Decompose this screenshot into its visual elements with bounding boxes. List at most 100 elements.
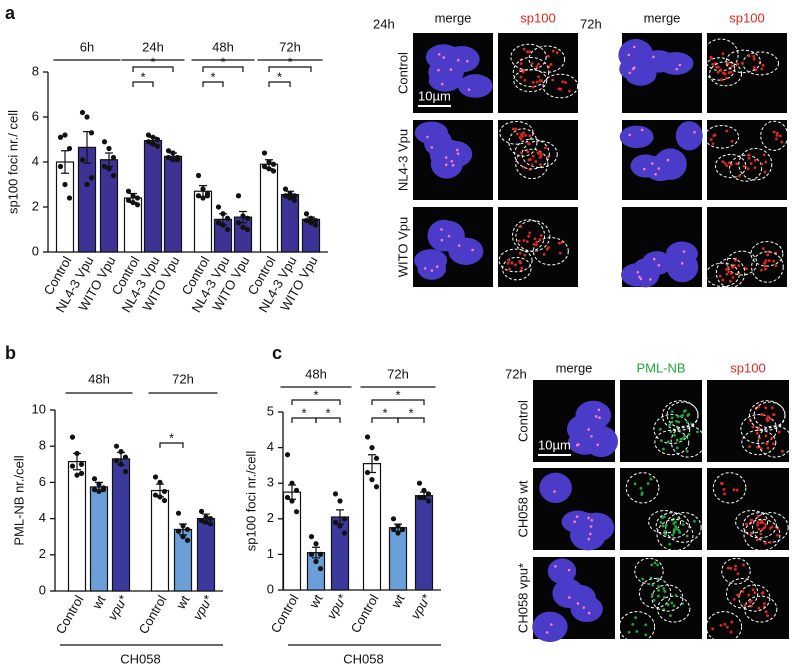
nucleus-outline [654, 429, 690, 456]
focus [511, 127, 515, 131]
data-point [270, 161, 277, 167]
data-point [78, 470, 85, 476]
focus [440, 238, 444, 242]
focus [528, 231, 532, 235]
focus [654, 172, 657, 176]
data-point [180, 523, 186, 529]
nucleus-outline [760, 120, 789, 151]
significance-label: * [395, 387, 400, 402]
focus [589, 525, 593, 528]
focus [737, 264, 741, 268]
focus [675, 67, 679, 71]
focus [752, 54, 756, 58]
focus [754, 68, 758, 72]
focus [767, 259, 771, 262]
focus [724, 76, 728, 80]
focus [764, 406, 768, 410]
data-point [113, 443, 120, 449]
focus [539, 163, 542, 166]
focus [674, 594, 678, 597]
nucleus-outline [725, 578, 759, 609]
data-point [62, 181, 68, 188]
y-tick-label: 4 [267, 439, 274, 454]
focus [733, 568, 737, 571]
focus [457, 244, 461, 247]
focus [558, 251, 562, 255]
focus [444, 163, 448, 167]
data-point [130, 193, 136, 199]
x-tick-label: wt [388, 591, 408, 611]
focus [715, 65, 719, 69]
data-point [416, 480, 423, 486]
y-tick-label: 0 [267, 581, 274, 596]
focus [687, 433, 691, 436]
nucleus-outline [741, 429, 777, 456]
nucleus [547, 558, 577, 584]
significance-bracket [397, 417, 425, 423]
nucleus-outline [510, 43, 547, 71]
micrograph-content [705, 557, 778, 643]
row-label: WITO Vpu [395, 217, 410, 277]
nucleus-outline [508, 128, 538, 157]
focus [775, 131, 779, 135]
focus [686, 414, 690, 417]
data-point [125, 188, 132, 194]
focus [723, 492, 726, 496]
bar [196, 517, 216, 592]
focus [763, 170, 767, 174]
focus [597, 408, 601, 412]
focus [721, 52, 725, 56]
nucleus [552, 578, 584, 608]
focus [640, 491, 644, 495]
focus [757, 426, 761, 430]
data-point [341, 530, 348, 536]
data-point [150, 141, 156, 147]
focus [725, 129, 729, 133]
focus [559, 87, 563, 91]
focus [527, 234, 531, 238]
focus [519, 137, 523, 141]
nucleus-outline [655, 512, 690, 539]
data-point [110, 172, 117, 179]
focus [729, 162, 733, 166]
focus [567, 568, 571, 572]
focus [522, 239, 526, 242]
focus [663, 529, 667, 533]
data-point [57, 163, 64, 170]
focus [646, 482, 650, 485]
error-bar [61, 150, 69, 174]
focus [711, 627, 715, 631]
data-point [204, 193, 211, 199]
nucleus [428, 69, 462, 92]
focus [719, 68, 723, 72]
y-tick-label: 0 [32, 243, 39, 258]
focus [761, 527, 765, 531]
focus [675, 446, 679, 450]
focus [530, 163, 534, 167]
nucleus [580, 402, 612, 428]
micrograph-content [653, 400, 706, 458]
y-tick-label: 8 [32, 63, 39, 78]
focus [426, 135, 429, 139]
focus [520, 266, 524, 270]
nucleus-outline [638, 578, 672, 609]
focus [709, 138, 713, 141]
data-point [69, 434, 76, 440]
focus [598, 416, 601, 420]
row-label: Control [515, 400, 530, 442]
focus [736, 593, 739, 597]
focus [670, 601, 674, 605]
focus [765, 442, 769, 445]
focus [685, 534, 689, 538]
focus [743, 604, 747, 607]
micrograph [620, 380, 702, 462]
focus [551, 49, 555, 53]
focus [534, 160, 538, 163]
micrograph-content [539, 472, 615, 551]
data-point [175, 528, 182, 534]
significance-label: * [210, 69, 215, 84]
focus [627, 631, 631, 634]
data-point [395, 530, 401, 536]
focus [564, 81, 567, 84]
focus [628, 71, 632, 75]
